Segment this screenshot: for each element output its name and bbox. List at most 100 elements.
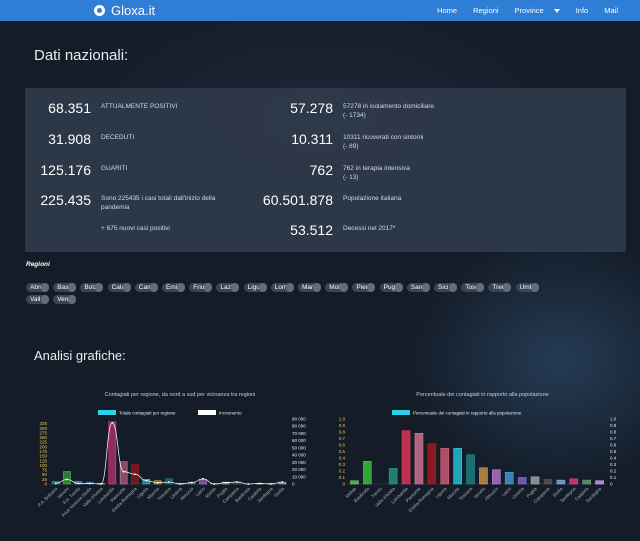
section-title-analisi: Analisi grafiche:	[34, 348, 126, 363]
y-tick-label-right: 50 000	[292, 445, 306, 450]
stat-value: 762	[309, 162, 333, 178]
bar	[530, 476, 540, 485]
bar	[543, 479, 553, 485]
region-label: Moli	[329, 284, 342, 291]
y-tick-label-left: 150	[39, 454, 47, 459]
region-label: Abru	[30, 284, 44, 291]
region-button-bolz[interactable]: Bolz	[80, 283, 104, 292]
stat-value: 31.908	[48, 131, 91, 147]
y-tick-label-right: 0.5	[610, 449, 617, 454]
region-button-marc[interactable]: Marc	[298, 283, 321, 292]
y-tick-label-left: 275	[39, 430, 47, 435]
y-tick-label-left: 50	[42, 472, 48, 477]
stat-label: Sono 225435 i casi totali dall'inizio de…	[101, 195, 216, 211]
region-label: Lomb	[274, 284, 292, 291]
region-label: Camp	[138, 284, 157, 291]
region-button-lazi[interactable]: Lazi	[216, 283, 240, 292]
stat-value: 60.501.878	[262, 192, 333, 208]
y-tick-label-left: 0.5	[339, 449, 346, 454]
line-point	[54, 482, 57, 485]
line-point	[88, 482, 91, 485]
region-button-basi[interactable]: Basi	[53, 283, 77, 292]
nav-link-label: Regioni	[473, 6, 499, 15]
line-point	[77, 482, 80, 485]
chart-svg: Totale contagiati per regione Incremento 0…	[37, 410, 306, 518]
bar	[108, 421, 117, 485]
region-button-pugl[interactable]: Pugl	[379, 283, 403, 292]
bar	[504, 472, 514, 485]
region-button-abru[interactable]: Abru	[26, 283, 49, 292]
y-tick-label-right: 0.8	[610, 430, 617, 435]
region-button-tosc[interactable]: Tosc	[461, 283, 485, 292]
line-point	[202, 477, 204, 480]
y-tick-label-right: 0.2	[610, 469, 617, 474]
y-tick-label-right: 0.7	[610, 436, 617, 441]
region-label: Lazi	[220, 284, 233, 291]
region-button-sici[interactable]: Sici	[434, 283, 457, 292]
stat-isolamento: 57.278 57278 in isolamento domiciliare (-…	[255, 100, 434, 120]
region-button-ligu[interactable]: Ligu	[243, 283, 267, 292]
bar	[63, 471, 71, 485]
stat-value: 125.176	[40, 162, 91, 178]
region-button-sard[interactable]: Sard	[406, 283, 430, 292]
line-point	[224, 481, 227, 484]
chart-percentuale: Percentuale dei contagiati in rapporto a…	[330, 392, 635, 522]
y-tick-label-right: 0	[610, 482, 613, 487]
region-label: Piem	[356, 284, 372, 291]
y-tick-label-left: 0.9	[339, 423, 346, 428]
x-tick-label: Toscana	[458, 486, 474, 502]
region-label: Vall	[30, 296, 41, 303]
region-button-piem[interactable]: Piem	[352, 283, 376, 292]
nav-link-info[interactable]: Info	[576, 6, 589, 15]
stat-deceduti: 31.908 DECEDUTI	[35, 131, 134, 147]
line-point	[145, 479, 148, 482]
y-tick-label-right: 70 000	[292, 431, 306, 436]
stat-label: + 675 nuovi casi positivi	[101, 225, 170, 232]
brand[interactable]: Gloxa.it	[94, 3, 155, 18]
region-button-vall[interactable]: Vall	[26, 295, 49, 304]
y-tick-label-left: 0.7	[339, 436, 346, 441]
y-tick-label-left: 0.3	[339, 462, 346, 467]
nav-link-label: Home	[437, 6, 458, 15]
y-tick-label-right: 0.4	[610, 456, 617, 461]
bar	[492, 469, 501, 485]
x-tick-label: P.A. Bolzano	[37, 486, 59, 508]
x-tick-label: Molise	[204, 486, 217, 499]
line-point	[258, 482, 261, 485]
region-button-tren[interactable]: Tren	[488, 283, 512, 292]
bar	[350, 480, 359, 485]
y-tick-label-right: 0.3	[610, 462, 617, 467]
region-button-moli[interactable]: Moli	[325, 283, 349, 292]
region-button-vene[interactable]: Vene	[53, 295, 77, 304]
y-tick-label-left: 100	[39, 463, 47, 468]
nav-link-mail[interactable]: Mail	[604, 6, 618, 15]
line-point	[134, 473, 136, 476]
stat-ricoverati: 10.311 10311 ricoverati con sintomi (- 89…	[255, 131, 423, 151]
nav-dropdown-province[interactable]: Province	[515, 6, 560, 15]
bar	[569, 478, 579, 485]
stat-casi-totali: 225.435 Sono 225435 i casi totali dall'i…	[35, 192, 215, 212]
bar	[582, 479, 591, 485]
region-button-camp[interactable]: Camp	[134, 283, 158, 292]
region-button-emil[interactable]: Emil	[162, 283, 185, 292]
region-label: Sard	[410, 284, 425, 291]
region-button-cala[interactable]: Cala	[107, 283, 131, 292]
line-point	[247, 483, 250, 485]
brand-name: Gloxa.it	[111, 3, 156, 18]
nav-link-regioni[interactable]: Regioni	[473, 6, 498, 15]
y-tick-label-left: 325	[39, 421, 47, 426]
region-button-friu[interactable]: Friu	[189, 283, 213, 292]
nav-link-home[interactable]: Home	[437, 6, 457, 15]
stat-popolazione: 60.501.878 Popolazione italiana	[255, 192, 401, 208]
y-tick-label-left: 25	[42, 477, 48, 482]
line-point	[66, 478, 68, 481]
bar	[517, 477, 527, 485]
region-label: Bolz	[84, 284, 98, 291]
chart-svg: Percentuale dei contagiati in rapporto a…	[339, 410, 617, 513]
region-button-umbr[interactable]: Umbr	[515, 283, 539, 292]
stats-panel: 68.351 ATTUALMENTE POSITIVI 31.908 DECED…	[25, 88, 626, 252]
line-point	[213, 483, 216, 485]
line-point	[168, 481, 170, 483]
incremento-line	[55, 422, 283, 485]
region-button-lomb[interactable]: Lomb	[270, 283, 294, 292]
